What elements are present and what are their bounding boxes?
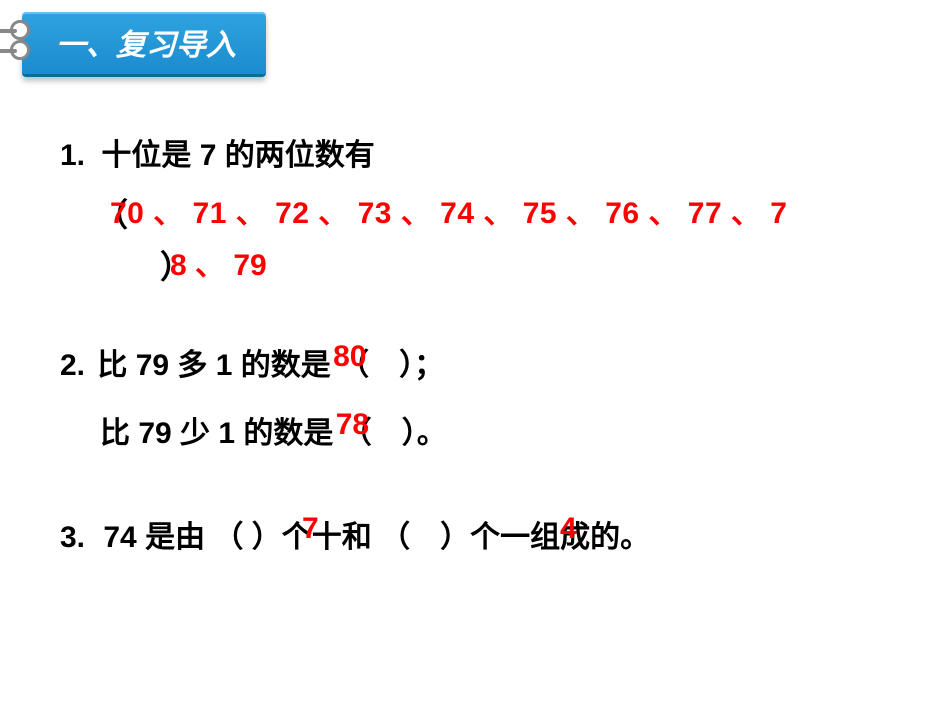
q3-answer-2: 4 (560, 512, 577, 546)
q1-answer-line1: 70 、 71 、 72 、 73 、 74 、 75 、 76 、 77 、 … (110, 188, 788, 232)
section-title: 一、复习导入 (56, 29, 236, 62)
question-1: 1. 十位是 7 的两位数有 (60, 130, 910, 174)
q1-text: 十位是 7 的两位数有 (101, 139, 374, 172)
section-title-tab: 一、复习导入 (22, 12, 266, 77)
q2a-pretext: 比 79 多 1 的数是 (97, 349, 330, 382)
q1-answer-row: （ 70 、 71 、 72 、 73 、 74 、 75 、 76 、 77 … (60, 190, 910, 300)
q2b-pretext: 比 79 少 1 的数是 (100, 417, 333, 450)
content-area: 1. 十位是 7 的两位数有 （ 70 、 71 、 72 、 73 、 74 … (60, 130, 910, 556)
question-3: 3. 74 是由 （ ）个十和 （ ）个一组成的。 7 4 (60, 512, 910, 556)
binder-ring-icon (10, 20, 30, 40)
q2-number: 2. (60, 349, 85, 382)
q2-line-b: 比 79 少 1 的数是 （ ）。 78 (100, 408, 910, 452)
binder-ring-icon (10, 40, 30, 60)
question-2: 2. 比 79 多 1 的数是 （ ）； 80 比 79 少 1 的数是 （ ）… (60, 340, 910, 452)
q2b-answer: 78 (336, 408, 369, 442)
q2-line-a: 2. 比 79 多 1 的数是 （ ）； 80 (60, 340, 910, 384)
q2a-blank: （ ）； 80 (339, 340, 444, 384)
q3-answer-1: 7 (302, 512, 319, 546)
q3-number: 3. (60, 521, 85, 554)
q3-text-pre: 74 是由 （ (103, 521, 243, 554)
q2b-blank: （ ）。 78 (342, 408, 447, 452)
q1-answer-line2: 8 、 79 (170, 240, 267, 284)
q2a-answer: 80 (333, 340, 366, 374)
q1-number: 1. (60, 139, 85, 172)
header-tab-wrap: 一、复习导入 (0, 12, 266, 77)
